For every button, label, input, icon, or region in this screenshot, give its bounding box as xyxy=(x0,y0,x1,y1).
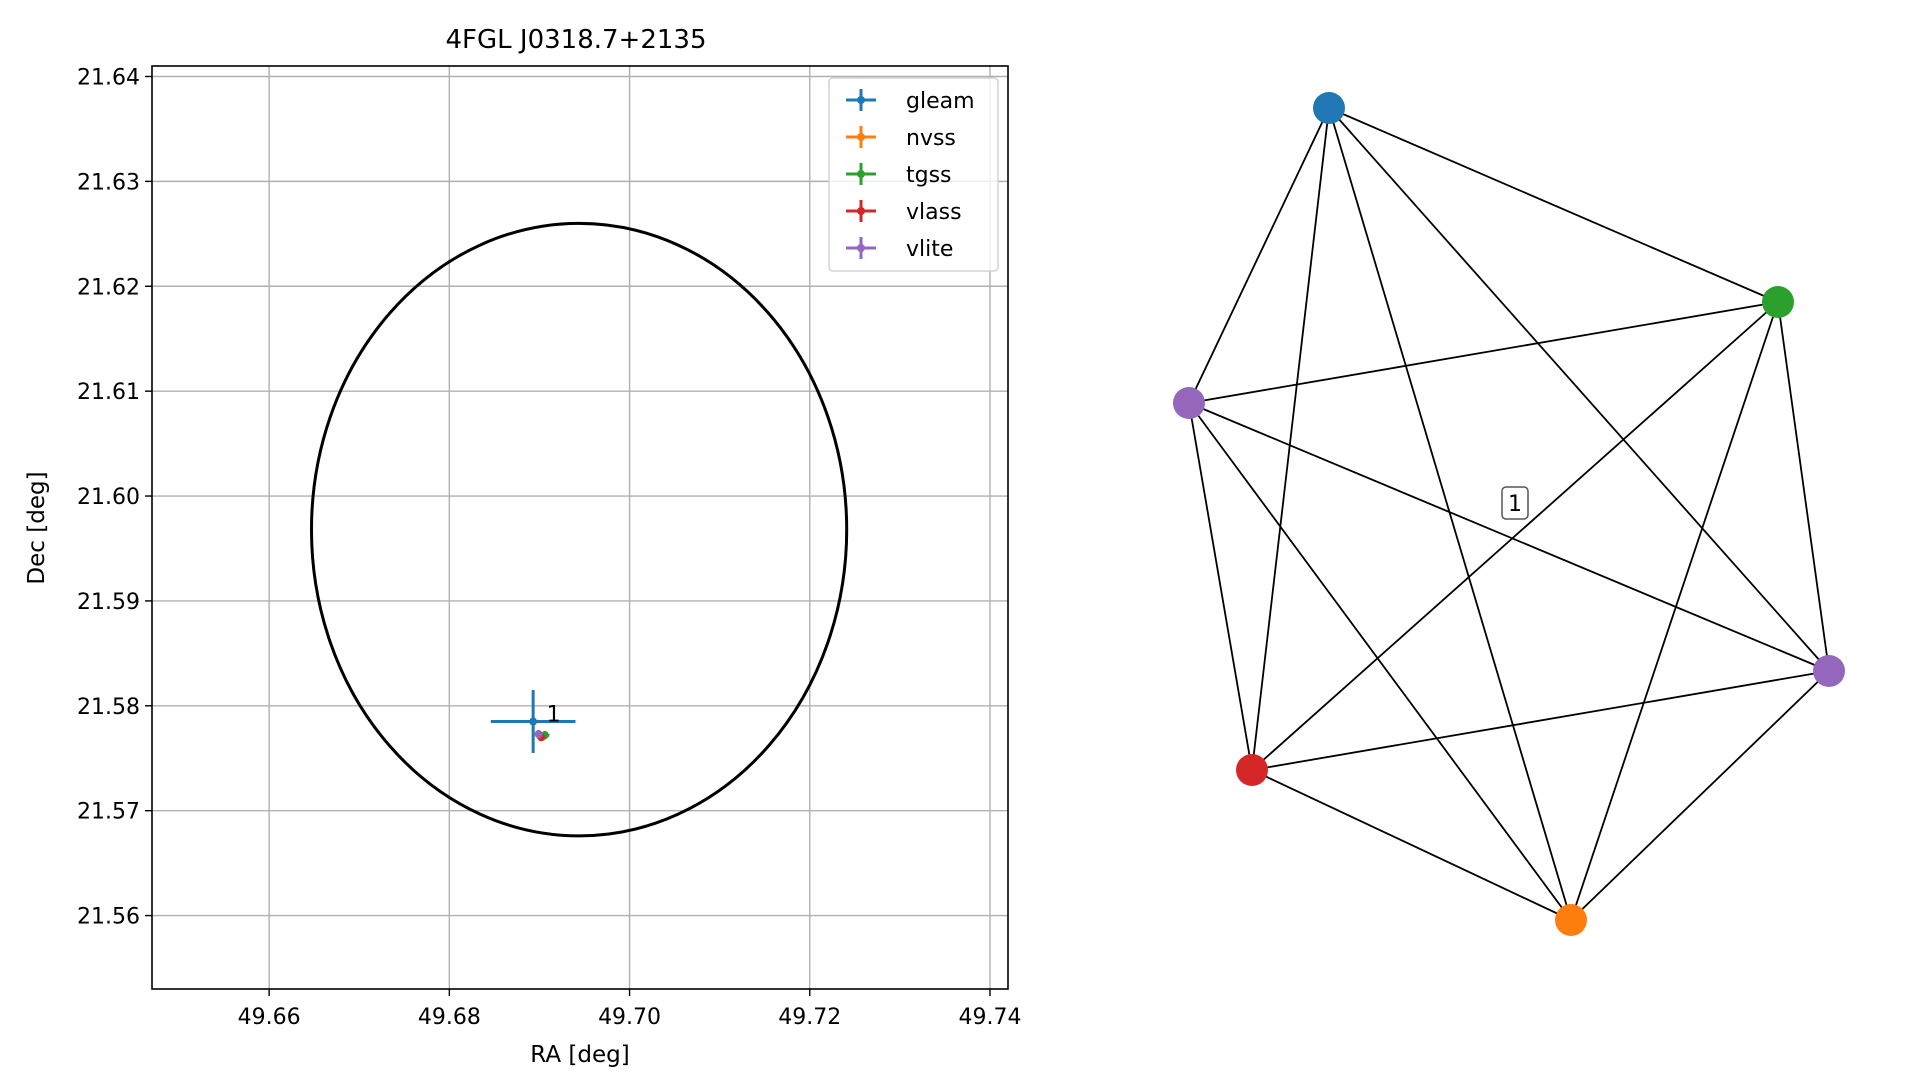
y-tick-label: 21.58 xyxy=(77,695,140,720)
network-cluster-label: 1 xyxy=(1501,486,1529,520)
point-gleam xyxy=(490,690,576,754)
legend-entries: gleam nvss tgss vlass vlite xyxy=(846,89,975,262)
network-edge xyxy=(1188,402,1253,771)
y-tick-label: 21.60 xyxy=(77,485,140,510)
network-node-vlite-a xyxy=(1173,387,1205,419)
legend-marker xyxy=(857,133,865,141)
legend-label: vlass xyxy=(906,200,962,225)
x-tick-label: 49.72 xyxy=(778,1005,841,1030)
cluster-label-box xyxy=(1501,486,1529,520)
network-edge xyxy=(1188,402,1830,672)
legend-entry-nvss: nvss xyxy=(846,126,956,151)
legend-label: tgss xyxy=(906,163,952,188)
x-tick-label: 49.74 xyxy=(958,1005,1021,1030)
x-tick-label: 49.70 xyxy=(598,1005,661,1030)
network-edge xyxy=(1188,107,1330,404)
network-edge xyxy=(1188,301,1779,404)
legend-entry-vlass: vlass xyxy=(846,200,962,225)
y-tick-label: 21.63 xyxy=(77,170,140,195)
plot-title: 4FGL J0318.7+2135 xyxy=(446,25,707,55)
cluster-annotation: 1 xyxy=(547,702,561,727)
y-tick-label: 21.62 xyxy=(77,275,140,300)
network-node-gleam xyxy=(1313,92,1345,124)
plot-frame xyxy=(151,65,1009,990)
point-marker xyxy=(529,717,538,726)
legend: gleam nvss tgss vlass vlite xyxy=(828,77,999,272)
legend-marker xyxy=(857,244,865,252)
sky-position-plot: 4FGL J0318.7+2135 1 49.66 49.68 49.70 49.72… xyxy=(24,25,1021,1068)
y-tick-label: 21.57 xyxy=(77,800,140,825)
y-tick-label: 21.64 xyxy=(77,65,140,90)
localization-ellipse xyxy=(309,221,849,838)
network-node-vlite-b xyxy=(1813,655,1845,687)
network-edge xyxy=(1570,670,1830,921)
network-edge xyxy=(1251,769,1572,921)
network-edge xyxy=(1251,301,1779,771)
network-edge xyxy=(1251,670,1830,771)
network-edge xyxy=(1328,107,1572,921)
y-axis-label: Dec [deg] xyxy=(24,471,50,584)
point-annotation: 1 xyxy=(547,702,561,727)
legend-label: gleam xyxy=(906,89,975,114)
y-tick-label: 21.59 xyxy=(77,590,140,615)
x-axis-ticks: 49.66 49.68 49.70 49.72 49.74 xyxy=(238,989,1021,1030)
network-node-vlass xyxy=(1236,754,1268,786)
point-vlite xyxy=(534,729,543,739)
y-tick-label: 21.61 xyxy=(77,380,140,405)
x-axis-label: RA [deg] xyxy=(530,1042,629,1068)
x-tick-label: 49.66 xyxy=(238,1005,301,1030)
error-ellipse xyxy=(309,221,849,838)
cluster-label-text: 1 xyxy=(1508,492,1522,517)
x-tick-label: 49.68 xyxy=(418,1005,481,1030)
association-network: 1 xyxy=(1173,92,1845,936)
legend-entry-vlite: vlite xyxy=(846,237,953,262)
network-edge xyxy=(1777,301,1830,672)
y-axis-ticks: 21.56 21.57 21.58 21.59 21.60 21.61 21.62 21.63… xyxy=(77,65,152,930)
legend-entry-tgss: tgss xyxy=(846,163,952,188)
legend-marker xyxy=(857,170,865,178)
network-nodes xyxy=(1173,92,1845,936)
legend-marker xyxy=(857,207,865,215)
network-edge xyxy=(1251,107,1330,771)
legend-marker xyxy=(857,96,865,104)
legend-label: vlite xyxy=(906,237,953,262)
legend-label: nvss xyxy=(906,126,956,151)
network-edge xyxy=(1570,301,1779,921)
y-tick-label: 21.56 xyxy=(77,905,140,930)
network-edge xyxy=(1328,107,1830,672)
network-node-tgss xyxy=(1762,286,1794,318)
network-edges xyxy=(1188,107,1830,921)
legend-box xyxy=(828,77,999,272)
network-node-nvss xyxy=(1555,904,1587,936)
source-points xyxy=(490,690,576,754)
legend-entry-gleam: gleam xyxy=(846,89,975,114)
point-marker xyxy=(534,730,543,739)
network-edge xyxy=(1328,107,1779,303)
network-edge xyxy=(1188,402,1572,921)
